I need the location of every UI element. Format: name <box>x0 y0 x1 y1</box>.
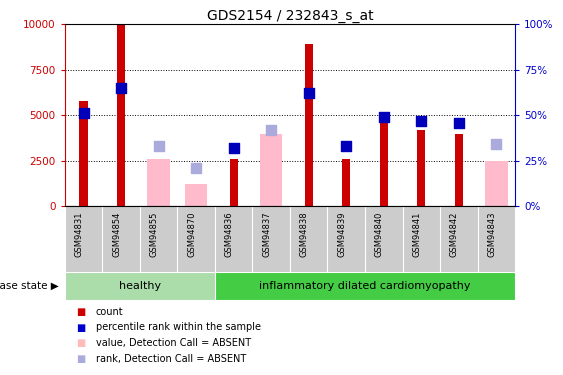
Text: inflammatory dilated cardiomyopathy: inflammatory dilated cardiomyopathy <box>260 281 471 291</box>
Title: GDS2154 / 232843_s_at: GDS2154 / 232843_s_at <box>207 9 373 23</box>
Text: GSM94855: GSM94855 <box>150 211 159 257</box>
Bar <box>230 159 238 206</box>
Bar <box>305 44 313 206</box>
Text: GSM94870: GSM94870 <box>187 211 196 257</box>
Text: GSM94831: GSM94831 <box>74 211 83 257</box>
Point <box>154 143 163 149</box>
Text: ■: ■ <box>76 338 85 348</box>
Point <box>229 145 238 151</box>
Point <box>417 118 426 124</box>
Text: value, Detection Call = ABSENT: value, Detection Call = ABSENT <box>96 338 251 348</box>
Point <box>304 90 313 96</box>
Text: rank, Detection Call = ABSENT: rank, Detection Call = ABSENT <box>96 354 246 364</box>
Point <box>117 85 126 91</box>
Bar <box>260 134 283 206</box>
Text: ■: ■ <box>76 354 85 364</box>
Bar <box>65 272 215 300</box>
Bar <box>342 159 350 206</box>
Text: percentile rank within the sample: percentile rank within the sample <box>96 322 261 333</box>
Bar <box>455 134 463 206</box>
Text: GSM94841: GSM94841 <box>412 211 421 257</box>
Text: GSM94839: GSM94839 <box>337 211 346 257</box>
Text: GSM94854: GSM94854 <box>112 211 121 257</box>
Text: ■: ■ <box>76 322 85 333</box>
Point <box>267 127 276 133</box>
Bar <box>117 24 125 206</box>
Bar <box>215 272 515 300</box>
Text: disease state ▶: disease state ▶ <box>0 281 59 291</box>
Text: count: count <box>96 307 123 316</box>
Point <box>492 141 501 147</box>
Text: healthy: healthy <box>119 281 161 291</box>
Bar <box>417 130 426 206</box>
Text: GSM94840: GSM94840 <box>375 211 384 257</box>
Point <box>79 111 88 117</box>
Text: GSM94842: GSM94842 <box>450 211 459 257</box>
Text: GSM94836: GSM94836 <box>225 211 234 257</box>
Point <box>454 120 463 126</box>
Bar <box>148 159 170 206</box>
Text: ■: ■ <box>76 307 85 316</box>
Bar <box>185 184 207 206</box>
Point <box>191 165 200 171</box>
Point <box>379 114 388 120</box>
Bar <box>379 119 388 206</box>
Point <box>342 143 351 149</box>
Text: GSM94838: GSM94838 <box>300 211 309 257</box>
Bar <box>485 161 508 206</box>
Text: GSM94843: GSM94843 <box>488 211 497 257</box>
Bar <box>79 101 88 206</box>
Text: GSM94837: GSM94837 <box>262 211 271 257</box>
